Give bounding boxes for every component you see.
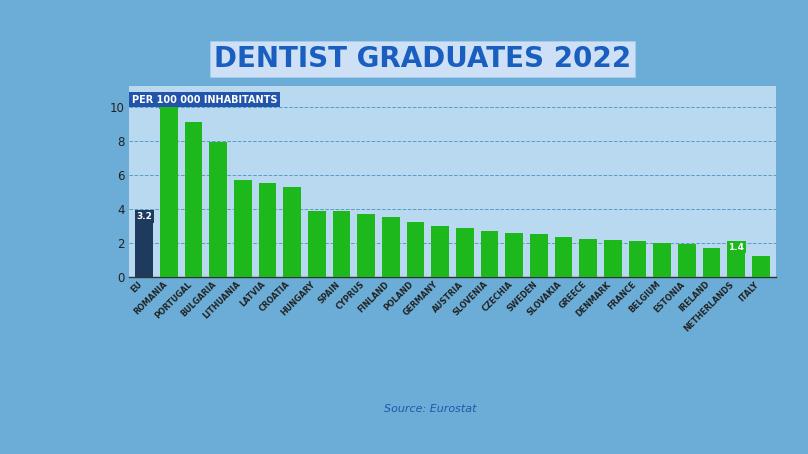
Bar [209, 143, 227, 277]
Bar [184, 122, 202, 277]
Text: 3.2: 3.2 [136, 212, 152, 221]
Bar [703, 248, 721, 277]
Text: Source: Eurostat: Source: Eurostat [384, 404, 477, 414]
Bar [135, 222, 153, 277]
Bar [284, 187, 301, 277]
Text: 9.9: 9.9 [161, 98, 177, 107]
Bar [259, 183, 276, 277]
Text: DENTIST GRADUATES 2022: DENTIST GRADUATES 2022 [214, 45, 631, 73]
Bar [382, 217, 400, 277]
Bar [431, 226, 449, 277]
Bar [752, 256, 770, 277]
Bar [530, 234, 548, 277]
Bar [160, 109, 178, 277]
Bar [357, 214, 375, 277]
Bar [654, 243, 671, 277]
Bar [308, 211, 326, 277]
Bar [456, 228, 473, 277]
Bar [727, 253, 745, 277]
Text: 1.4: 1.4 [728, 243, 744, 252]
Bar [481, 231, 499, 277]
Bar [579, 239, 597, 277]
Bar [629, 241, 646, 277]
Text: PER 100 000 INHABITANTS: PER 100 000 INHABITANTS [132, 95, 277, 105]
Bar [406, 222, 424, 277]
Bar [505, 232, 523, 277]
Bar [554, 237, 572, 277]
Bar [678, 244, 696, 277]
Bar [234, 180, 251, 277]
Bar [604, 240, 621, 277]
Bar [333, 212, 351, 277]
